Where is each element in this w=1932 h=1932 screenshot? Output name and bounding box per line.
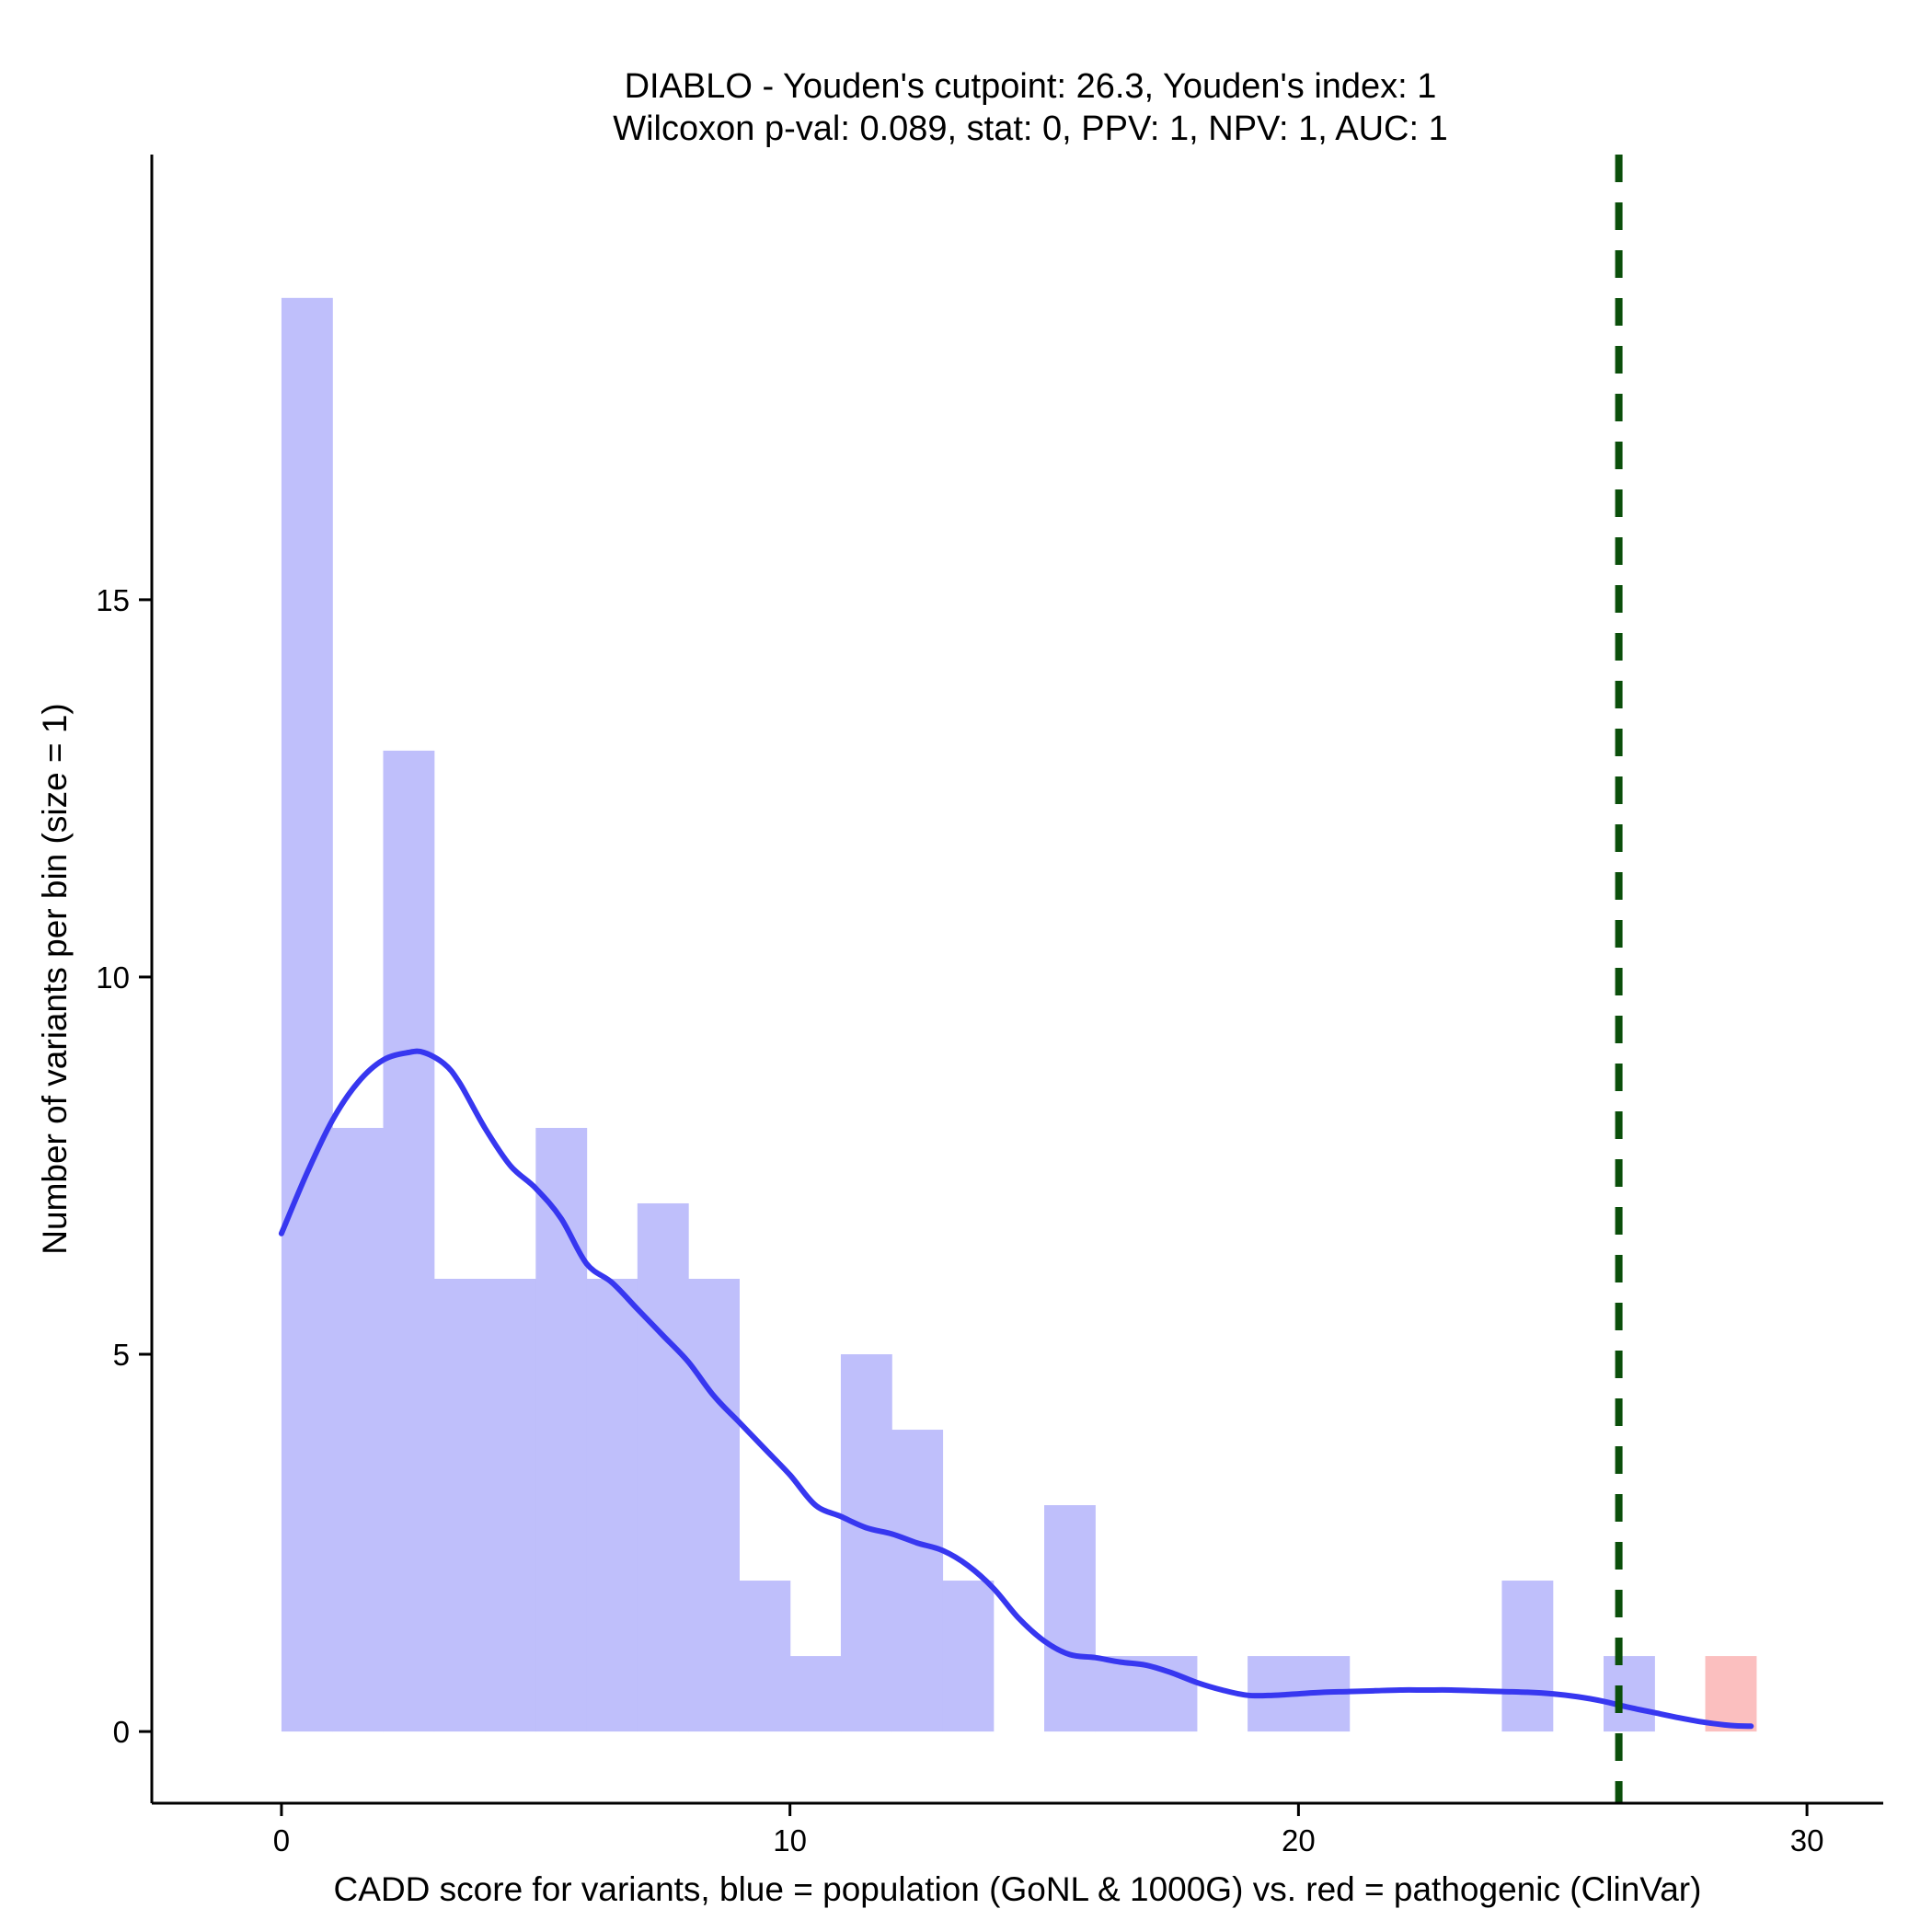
axes	[150, 155, 1883, 1805]
y-tick-label-15: 15	[96, 583, 130, 617]
y-tick-label-0: 0	[113, 1715, 130, 1749]
pathogenic-bar-28	[1705, 1656, 1757, 1732]
y-axis-label: Number of variants per bin (size = 1)	[36, 703, 74, 1254]
population-bar-1	[332, 1127, 385, 1732]
population-bar-2	[383, 750, 435, 1732]
population-bar-3	[433, 1279, 486, 1732]
x-tick-label-0: 0	[273, 1823, 290, 1857]
population-bar-12	[891, 1430, 944, 1732]
x-tick-label-10: 10	[773, 1823, 807, 1857]
population-bar-24	[1501, 1581, 1554, 1732]
population-bar-13	[942, 1581, 995, 1732]
x-tick-label-20: 20	[1282, 1823, 1316, 1857]
y-tick-label-5: 5	[113, 1338, 130, 1372]
density-curve	[278, 1048, 1754, 1730]
population-bar-8	[688, 1279, 740, 1732]
population-bar-6	[586, 1279, 638, 1732]
y-tick-label-10: 10	[96, 960, 130, 995]
density-curve-group	[278, 1048, 1754, 1730]
y-axis-ticks: 0 5 10 15	[96, 583, 152, 1749]
histogram-bars	[281, 297, 1757, 1732]
x-tick-label-30: 30	[1790, 1823, 1824, 1857]
chart-title-line-1: DIABLO - Youden's cutpoint: 26.3, Youden…	[625, 67, 1437, 106]
population-bar-26	[1604, 1656, 1655, 1732]
population-bar-16	[1095, 1656, 1147, 1732]
population-bar-4	[485, 1279, 536, 1732]
population-bar-11	[840, 1354, 892, 1732]
population-bar-5	[535, 1127, 588, 1732]
population-bar-9	[739, 1581, 791, 1732]
population-bar-7	[637, 1202, 689, 1732]
population-bar-15	[1044, 1505, 1096, 1732]
x-axis-label: CADD score for variants, blue = populati…	[334, 1870, 1702, 1908]
chart-title-line-2: Wilcoxon p-val: 0.089, stat: 0, PPV: 1, …	[613, 109, 1447, 148]
x-axis-ticks: 0 10 20 30	[273, 1803, 1824, 1857]
population-bar-0	[281, 297, 333, 1732]
population-bar-10	[789, 1656, 842, 1732]
